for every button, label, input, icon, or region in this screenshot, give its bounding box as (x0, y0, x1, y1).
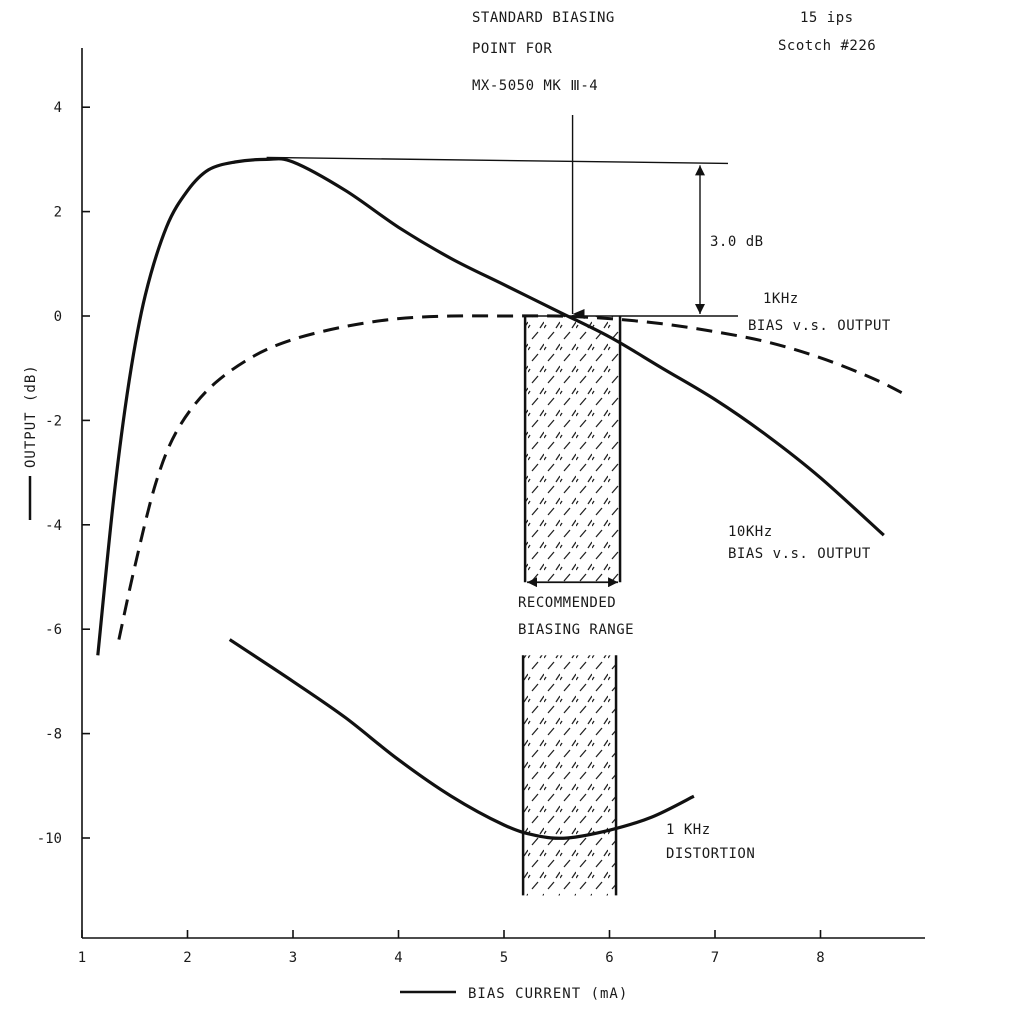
x-tick-label: 7 (711, 950, 719, 966)
standard-line-2: POINT FOR (472, 41, 552, 57)
x-tick-label: 1 (78, 950, 86, 966)
x-tick-label: 2 (183, 950, 191, 966)
peak-reference-line (266, 156, 729, 165)
x-tick-label: 4 (394, 950, 402, 966)
delta-label: 3.0 dB (710, 234, 764, 250)
series-10khz-line (96, 157, 885, 656)
series-1khz-dashed-line (117, 314, 906, 640)
y-axis-title-group: OUTPUT (dB) (23, 364, 39, 520)
tape-label: Scotch #226 (778, 38, 876, 54)
x-tick-label: 3 (289, 950, 297, 966)
x-axis-ticks: 1 2 3 4 5 6 7 8 (78, 930, 825, 966)
label-10khz-line1: 10KHz (728, 524, 773, 540)
series-group (96, 157, 906, 840)
label-1khz-line2: BIAS v.s. OUTPUT (748, 318, 891, 334)
recommended-range-upper-hatch (525, 316, 621, 583)
range-line-1: RECOMMENDED (518, 595, 616, 611)
y-tick-label: -10 (37, 831, 62, 847)
y-tick-label: -8 (45, 727, 62, 743)
y-tick-label: 4 (54, 100, 62, 116)
y-tick-label: -2 (45, 413, 62, 429)
distortion-line-1: 1 KHz (666, 822, 711, 838)
label-10khz-line2: BIAS v.s. OUTPUT (728, 546, 871, 562)
label-1khz-line1: 1KHz (763, 291, 799, 307)
standard-line-1: STANDARD BIASING (472, 10, 615, 26)
x-tick-label: 6 (605, 950, 613, 966)
y-axis-title: OUTPUT (dB) (23, 364, 39, 468)
x-axis-title: BIAS CURRENT (mA) (468, 986, 628, 1002)
series-1khz-distortion-line (228, 638, 695, 840)
speed-label: 15 ips (800, 10, 854, 26)
recommended-range-lower-hatch (523, 655, 617, 896)
y-tick-label: 2 (54, 205, 62, 221)
standard-line-3: MX-5050 MK Ⅲ-4 (472, 78, 598, 94)
y-tick-label: -4 (45, 518, 62, 534)
y-axis-ticks: 4 2 0 -2 -4 -6 -8 -10 (37, 100, 90, 847)
range-line-2: BIASING RANGE (518, 622, 634, 638)
x-tick-label: 5 (500, 950, 508, 966)
x-tick-label: 8 (816, 950, 824, 966)
y-tick-label: 0 (54, 309, 62, 325)
distortion-line-2: DISTORTION (666, 846, 755, 862)
y-tick-label: -6 (45, 622, 62, 638)
